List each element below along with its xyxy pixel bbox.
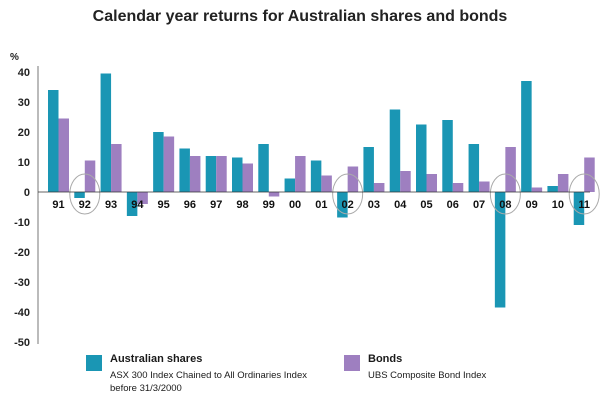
- bar-bonds: [321, 175, 332, 192]
- bar-bonds: [58, 118, 69, 192]
- bar-shares: [468, 144, 480, 192]
- x-tick-label: 92: [79, 199, 91, 211]
- bar-bonds: [295, 156, 306, 192]
- x-tick-label: 02: [342, 199, 354, 211]
- highlight-circle: [489, 173, 521, 215]
- bar-bonds: [557, 174, 569, 192]
- y-tick-label: -40: [14, 307, 30, 319]
- bar-shares: [494, 192, 506, 308]
- x-tick-label: 04: [394, 199, 407, 211]
- bar-bonds: [452, 183, 464, 192]
- bar-bonds: [479, 181, 490, 192]
- x-tick-label: 08: [499, 199, 511, 211]
- bar-bonds: [347, 166, 359, 192]
- legend-label-bonds: Bonds: [368, 353, 403, 365]
- x-tick-label: 97: [210, 199, 222, 211]
- x-tick-label: 93: [105, 199, 117, 211]
- bar-shares: [310, 160, 322, 192]
- x-tick-label: 00: [289, 199, 301, 211]
- legend-item-shares: Australian shares ASX 300 Index Chained …: [86, 352, 346, 398]
- bar-shares: [48, 90, 59, 192]
- highlight-circle: [69, 173, 101, 215]
- bar-shares: [363, 147, 374, 192]
- x-tick-label: 10: [552, 199, 564, 211]
- bar-shares: [442, 120, 453, 192]
- bar-shares: [258, 144, 269, 192]
- bar-bonds: [84, 160, 96, 192]
- y-tick-label: 10: [18, 157, 30, 169]
- bar-shares: [100, 73, 112, 192]
- bar-shares: [389, 109, 401, 192]
- bar-shares: [179, 148, 190, 192]
- x-tick-label: 91: [52, 199, 64, 211]
- bar-bonds: [400, 171, 411, 192]
- y-tick-label: -20: [14, 247, 30, 259]
- bar-bonds: [137, 192, 148, 204]
- bar-bonds: [189, 156, 201, 192]
- bar-bonds: [242, 163, 253, 192]
- bar-shares: [153, 132, 164, 192]
- bar-bonds: [268, 192, 280, 197]
- legend-description-bonds: UBS Composite Bond Index: [368, 369, 486, 382]
- bar-shares: [205, 156, 217, 192]
- y-tick-label: -10: [14, 217, 30, 229]
- x-tick-label: 96: [184, 199, 196, 211]
- highlight-circle: [332, 173, 364, 215]
- bar-shares: [416, 124, 427, 192]
- y-tick-label: -50: [14, 337, 30, 349]
- y-tick-label: -30: [14, 277, 30, 289]
- legend-description-shares: ASX 300 Index Chained to All Ordinaries …: [110, 369, 307, 395]
- x-tick-label: 07: [473, 199, 485, 211]
- y-tick-label: 0: [24, 187, 30, 199]
- legend-description-shares-line1: ASX 300 Index Chained to All Ordinaries …: [110, 370, 307, 381]
- highlight-circle: [568, 173, 600, 215]
- legend-swatch-bonds: [344, 355, 360, 371]
- bar-bonds: [531, 187, 543, 192]
- x-tick-label: 95: [158, 199, 170, 211]
- bar-bonds: [373, 183, 385, 192]
- legend-description-shares-line2: before 31/3/2000: [110, 383, 182, 394]
- x-tick-label: 05: [420, 199, 432, 211]
- y-tick-label: 30: [18, 97, 30, 109]
- y-tick-label: 20: [18, 127, 30, 139]
- legend-description-bonds-line1: UBS Composite Bond Index: [368, 370, 487, 381]
- x-tick-label: 01: [315, 199, 327, 211]
- chart-title: Calendar year returns for Australian sha…: [92, 8, 508, 25]
- x-tick-label: 06: [447, 199, 459, 211]
- x-tick-label: 09: [526, 199, 538, 211]
- bar-shares: [284, 178, 296, 192]
- x-tick-label: 11: [578, 199, 590, 211]
- bar-shares: [126, 192, 138, 216]
- bar-shares: [573, 192, 585, 225]
- bar-bonds: [163, 136, 175, 192]
- bar-shares: [337, 192, 348, 218]
- x-tick-label: 94: [131, 199, 144, 211]
- legend-label-shares: Australian shares: [110, 353, 203, 365]
- bar-shares: [521, 81, 532, 192]
- y-tick-label: 40: [18, 67, 30, 79]
- y-axis-unit-label: %: [10, 52, 19, 63]
- bar-shares: [232, 157, 243, 192]
- legend-swatch-shares: [86, 355, 102, 371]
- bar-shares: [74, 192, 85, 198]
- bar-bonds: [216, 156, 227, 192]
- bar-bonds: [111, 144, 122, 192]
- x-tick-label: 99: [263, 199, 275, 211]
- bar-bonds: [505, 147, 516, 192]
- bar-shares: [547, 186, 558, 192]
- x-tick-label: 03: [368, 199, 380, 211]
- x-tick-label: 98: [236, 199, 248, 211]
- legend-item-bonds: Bonds UBS Composite Bond Index: [344, 352, 564, 398]
- bar-bonds: [426, 174, 437, 192]
